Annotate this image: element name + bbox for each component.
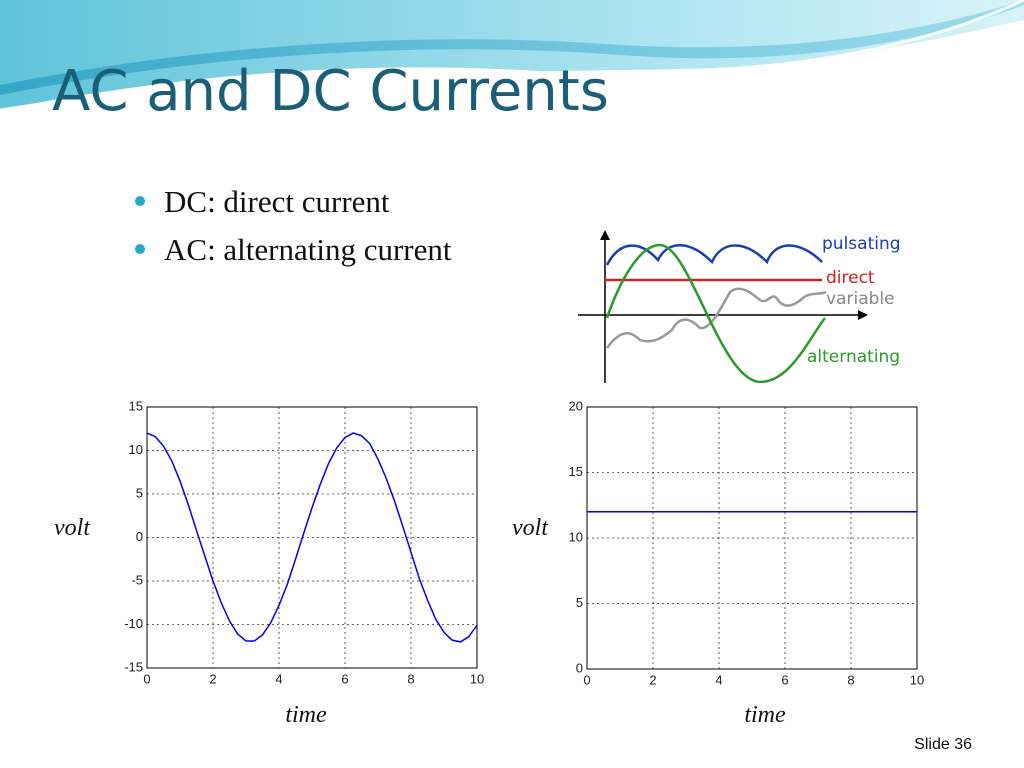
bullet-text: AC: alternating current [164, 232, 452, 267]
bullet-dot [135, 244, 145, 254]
line-chart: -15 -10 -5 0 5 10 15 0 2 4 6 8 10 volt time [54, 383, 488, 728]
y-axis-label: volt [54, 515, 91, 541]
line-chart: 0 5 10 15 20 0 2 4 6 8 10 volt time [512, 383, 930, 728]
x-tick-label: 2 [649, 672, 656, 687]
diagram-label: direct [826, 268, 875, 288]
y-tick-label: -5 [131, 572, 143, 587]
plot-frame [146, 406, 478, 669]
bullet-dot [135, 196, 145, 206]
x-tick-label: 6 [341, 671, 348, 686]
x-tick-label: 4 [275, 671, 282, 686]
x-tick-label: 0 [583, 672, 590, 687]
x-tick-label: 10 [470, 671, 484, 686]
chart-panel [558, 383, 930, 703]
y-tick-label: 15 [129, 398, 143, 413]
x-axis-label: time [744, 702, 786, 728]
data-line [146, 432, 478, 643]
x-tick-label: 10 [910, 672, 924, 687]
bullet-list: DC: direct current AC: alternating curre… [135, 184, 452, 267]
plot-frame [586, 406, 918, 670]
y-tick-label: 0 [576, 660, 583, 675]
x-tick-label: 2 [209, 671, 216, 686]
y-tick-label: 15 [569, 464, 583, 479]
chart-panel [118, 383, 488, 703]
y-tick-label: 10 [569, 529, 583, 544]
y-tick-label: 20 [569, 398, 583, 413]
y-tick-label: 0 [136, 529, 143, 544]
header-decoration [0, 0, 1024, 112]
current-diagram: pulsating direct variable alternating [578, 230, 901, 384]
x-tick-label: 8 [407, 671, 414, 686]
y-axis-label: volt [512, 515, 549, 541]
bullet-text: DC: direct current [164, 184, 390, 219]
slide-number: Slide 36 [914, 736, 972, 753]
y-tick-label: 5 [576, 595, 583, 610]
diagram-label: pulsating [822, 234, 901, 254]
slide-title: AC and DC Currents [52, 59, 609, 124]
y-tick-label: -10 [124, 616, 143, 631]
x-tick-label: 4 [715, 672, 722, 687]
y-tick-label: 5 [136, 485, 143, 500]
charts: -15 -10 -5 0 5 10 15 0 2 4 6 8 10 volt time 0 5 10 15 20 0 2 4… [54, 383, 930, 728]
diagram-label: variable [826, 289, 895, 309]
y-tick-label: -15 [124, 659, 143, 674]
x-axis-label: time [285, 702, 327, 728]
x-tick-label: 8 [847, 672, 854, 687]
diagram-label: alternating [807, 347, 900, 367]
x-tick-label: 6 [781, 672, 788, 687]
y-tick-label: 10 [129, 442, 143, 457]
x-tick-label: 0 [143, 671, 150, 686]
